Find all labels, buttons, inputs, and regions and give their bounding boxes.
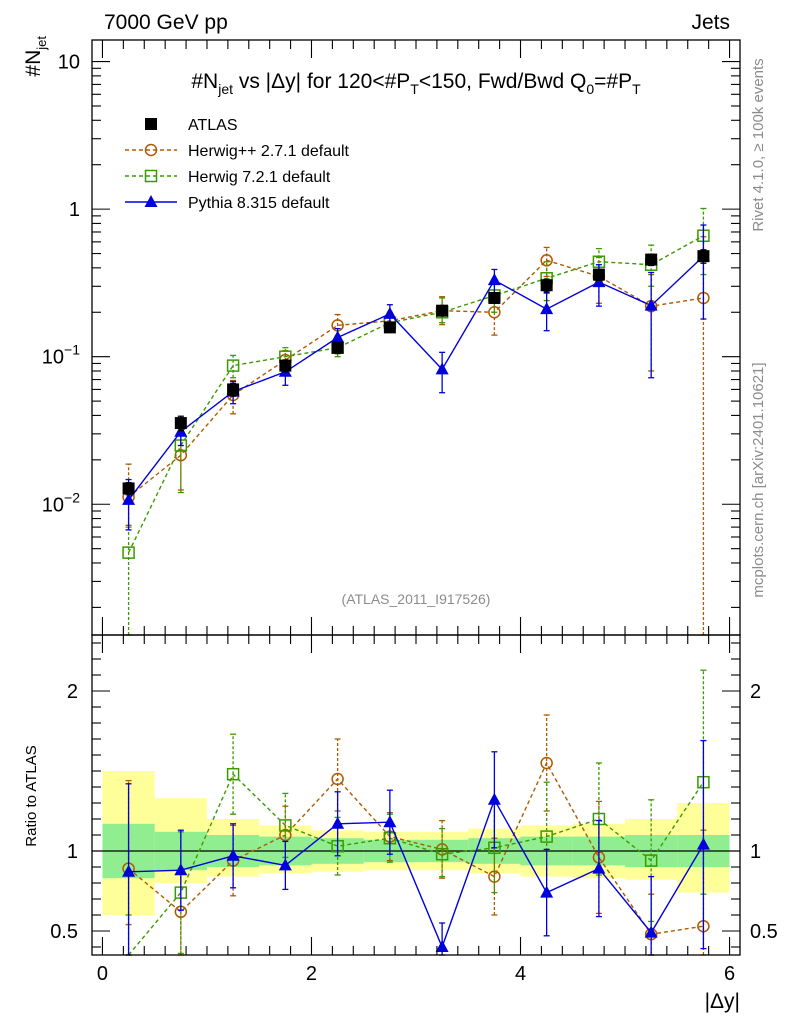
main-pythia-point (644, 298, 658, 311)
main-atlas-point (697, 250, 710, 263)
legend-atlas-marker (145, 118, 157, 130)
ratio-pythia-point (174, 863, 188, 876)
ratio-pythia-point (592, 861, 606, 874)
ratio-pythia-point (226, 848, 240, 861)
analysis-id-label: (ATLAS_2011_I917526) (342, 591, 491, 607)
ratio-y-tick-label-left: 0.5 (50, 921, 78, 943)
legend-herwigpp-label: Herwig++ 2.7.1 default (188, 143, 350, 160)
ratio-pythia-point (383, 815, 397, 828)
ratio-pythia-point (487, 792, 501, 805)
main-panel-series (122, 207, 710, 636)
ratio-y-axis-label: Ratio to ATLAS (23, 745, 40, 846)
ratio-herwig7-point (540, 830, 553, 843)
main-atlas-point (227, 383, 240, 396)
main-atlas-point (174, 417, 187, 430)
main-pythia-point (592, 275, 606, 288)
legend: ATLAS Herwig++ 2.7.1 default Herwig 7.2.1 … (125, 117, 350, 212)
ratio-pythia-point (540, 885, 554, 898)
process-label: Jets (691, 11, 730, 34)
main-atlas-point (383, 321, 396, 334)
legend-herwig7-marker (144, 169, 158, 183)
x-axis-label: |Δy| (705, 990, 740, 1013)
legend-pythia-label: Pythia 8.315 default (188, 195, 330, 212)
main-title: #Njet vs |Δy| for 120<#PT<150, Fwd/Bwd Q… (191, 70, 641, 97)
main-herwigpp-point (540, 254, 553, 267)
mcplots-credit-label: mcplots.cern.ch [arXiv:2401.10621] (750, 362, 767, 597)
ratio-y-tick-label-left: 1 (67, 841, 78, 863)
main-atlas-point (279, 359, 292, 372)
ratio-pythia-point (278, 858, 292, 871)
ratio-herwigpp-point (331, 772, 344, 786)
main-atlas-point (488, 291, 501, 304)
legend-herwig7-label: Herwig 7.2.1 default (188, 169, 331, 186)
main-pythia-line (128, 255, 704, 501)
main-pythia-point (435, 362, 449, 375)
rivet-version-label: Rivet 4.1.0, ≥ 100k events (750, 58, 767, 231)
ratio-herwigpp-point (540, 756, 553, 770)
main-y-tick-label: 10 (58, 52, 80, 74)
x-tick-label: 0 (97, 963, 108, 985)
main-atlas-point (331, 341, 344, 354)
main-atlas-point (122, 482, 135, 495)
ratio-y-tick-label-right: 0.5 (750, 921, 778, 943)
energy-label: 7000 GeV pp (104, 11, 228, 34)
main-herwig7-point (122, 546, 135, 559)
main-pythia-point (331, 330, 345, 343)
main-y-tick-label: 1 (69, 199, 80, 221)
ratio-herwig7-point (279, 819, 292, 832)
ratio-pythia-point (435, 940, 449, 952)
main-herwigpp-line (128, 259, 704, 498)
legend-atlas-label: ATLAS (188, 117, 238, 134)
main-y-tick-label: 10−2 (42, 489, 80, 516)
main-herwig7-line (127, 235, 704, 553)
ratio-herwigpp-line (128, 761, 704, 935)
ratio-pythia-point (644, 925, 658, 938)
main-atlas-point (540, 279, 553, 292)
ratio-frame (91, 634, 741, 956)
ratio-herwig7-line (128, 772, 704, 956)
main-pythia-point (383, 306, 397, 319)
main-atlas-point (436, 304, 449, 317)
ratio-herwig7-point (644, 854, 658, 867)
legend-herwigpp-marker (144, 143, 158, 157)
ratio-pythia-point (331, 816, 345, 829)
ratio-pythia-line (128, 798, 705, 949)
ratio-panel-axes: 0.5 0.5 1 1 2 2 0 2 4 6 (50, 634, 778, 985)
ratio-panel-series (122, 669, 710, 956)
ratio-herwig7-point (226, 767, 240, 781)
x-tick-label: 4 (515, 963, 526, 985)
ratio-y-tick-label-left: 2 (67, 681, 78, 703)
main-pythia-point (487, 273, 501, 286)
ratio-y-tick-label-right: 1 (750, 841, 761, 863)
ratio-herwig7-point (435, 847, 449, 861)
main-y-axis-label: #Njet (22, 36, 49, 77)
ratio-pythia-point (122, 864, 136, 877)
legend-pythia-marker (144, 195, 158, 207)
ratio-y-tick-label-right: 2 (750, 681, 761, 703)
main-pythia-point (122, 492, 136, 505)
main-pythia-point (540, 302, 554, 315)
main-herwig7-point (226, 359, 240, 372)
x-tick-label: 6 (724, 963, 735, 985)
ratio-pythia-point (696, 837, 710, 850)
main-atlas-point (645, 253, 658, 266)
main-atlas-point (592, 268, 605, 281)
x-tick-label: 2 (306, 963, 317, 985)
main-y-tick-label: 10−1 (42, 342, 80, 369)
